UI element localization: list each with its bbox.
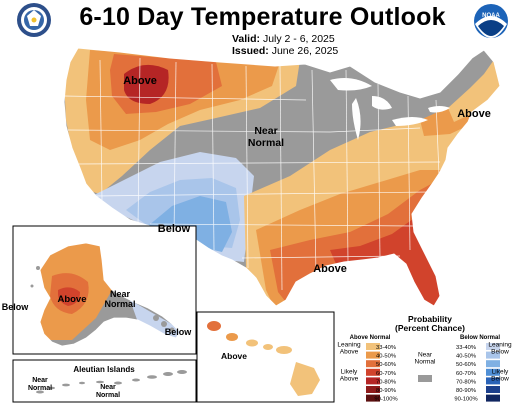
great-lakes — [330, 78, 450, 140]
aleutian-inset — [12, 359, 197, 403]
legend-swatch — [366, 360, 380, 368]
legend-bin-label: 50-60% — [456, 362, 476, 368]
legend-bin-label: 60-70% — [376, 371, 396, 377]
hawaii-inset — [196, 311, 335, 403]
legend-bin-label: 70-80% — [456, 379, 476, 385]
label-alaska-below-west: Below — [2, 302, 30, 312]
legend-bin-label: 80-90% — [456, 388, 476, 394]
label-above-northwest: Above — [123, 75, 157, 87]
legend-bin-label: 80-90% — [376, 388, 396, 394]
valid-value: July 2 - 6, 2025 — [262, 33, 335, 45]
legend-swatch — [366, 368, 380, 376]
legend: Probability (Percent Chance) Above Norma… — [337, 314, 512, 403]
map-labels: Above Near Normal Above Below Above Above… — [2, 75, 491, 399]
legend-swatch — [486, 394, 500, 402]
label-below-southwest: Below — [158, 223, 191, 235]
legend-swatch — [366, 377, 380, 385]
label-aleutian-near-normal-right: Near Normal — [96, 384, 120, 399]
legend-swatch — [486, 360, 500, 368]
legend-swatch — [486, 386, 500, 393]
legend-above-head: Above Normal — [350, 335, 391, 341]
label-above-southeast: Above — [313, 263, 347, 275]
legend-swatch — [486, 343, 500, 350]
northwest-above-60-region — [124, 64, 169, 104]
conus-outline — [63, 47, 501, 307]
noaa-logo-icon: NOAA — [474, 4, 508, 38]
legend-near-normal-label: Near Normal — [415, 351, 437, 365]
label-aleutian-near-normal-left: Near Normal — [28, 377, 52, 392]
valid-line: Valid: July 2 - 6, 2025 — [232, 33, 335, 45]
legend-bin-label: 90-100% — [374, 397, 397, 403]
legend-swatch — [486, 368, 500, 376]
legend-swatch — [366, 386, 380, 393]
legend-above-swatches: 33-40% 40-50% 50-60% 60-70% 70-80% 80-90% 90-1… — [366, 343, 398, 403]
legend-leaning-above: Leaning Above — [337, 341, 361, 355]
legend-bin-label: 60-70% — [456, 371, 476, 377]
legend-bin-label: 50-60% — [376, 362, 396, 368]
issued-value: June 26, 2025 — [271, 45, 339, 57]
label-above-northeast: Above — [457, 108, 491, 120]
legend-swatch — [486, 351, 500, 359]
label-alaska-below-east: Below — [165, 327, 193, 337]
legend-leaning-below: Leaning Below — [488, 341, 512, 355]
legend-title-line1: Probability — [408, 314, 452, 324]
alaska-inset — [12, 225, 197, 355]
legend-below-swatches: 33-40% 40-50% 50-60% 60-70% 70-80% 80-90% 90-1… — [454, 343, 500, 403]
state-borders — [64, 57, 441, 291]
label-hawaii-above: Above — [221, 351, 247, 361]
legend-bin-label: 33-40% — [376, 345, 396, 351]
issued-label: Issued: — [232, 45, 269, 57]
legend-swatch — [486, 377, 500, 385]
legend-likely-below: Likely Below — [491, 368, 509, 382]
legend-title-line2: (Percent Chance) — [395, 323, 465, 333]
label-alaska-near-normal: Near Normal — [104, 289, 135, 309]
label-near-normal-central: Near Normal — [248, 125, 284, 149]
label-aleutian-title: Aleutian Islands — [73, 365, 135, 374]
legend-bin-label: 33-40% — [456, 345, 476, 351]
legend-near-normal-swatch — [418, 375, 432, 382]
legend-bin-label: 70-80% — [376, 379, 396, 385]
page-title: 6-10 Day Temperature Outlook — [79, 3, 446, 31]
legend-likely-above: Likely Above — [340, 368, 359, 382]
legend-bin-label: 90-100% — [454, 397, 477, 403]
northeast-above-33-region — [448, 54, 500, 122]
valid-label: Valid: — [232, 33, 261, 45]
legend-bin-label: 40-50% — [376, 354, 396, 360]
legend-bin-label: 40-50% — [456, 354, 476, 360]
doc-seal-icon — [17, 3, 51, 37]
noaa-logo-text: NOAA — [482, 13, 500, 19]
issued-line: Issued: June 26, 2025 — [232, 45, 338, 57]
legend-swatch — [366, 343, 380, 350]
legend-swatch — [366, 351, 380, 359]
label-alaska-above: Above — [57, 294, 86, 305]
legend-below-head: Below Normal — [460, 335, 500, 341]
legend-swatch — [366, 394, 380, 402]
